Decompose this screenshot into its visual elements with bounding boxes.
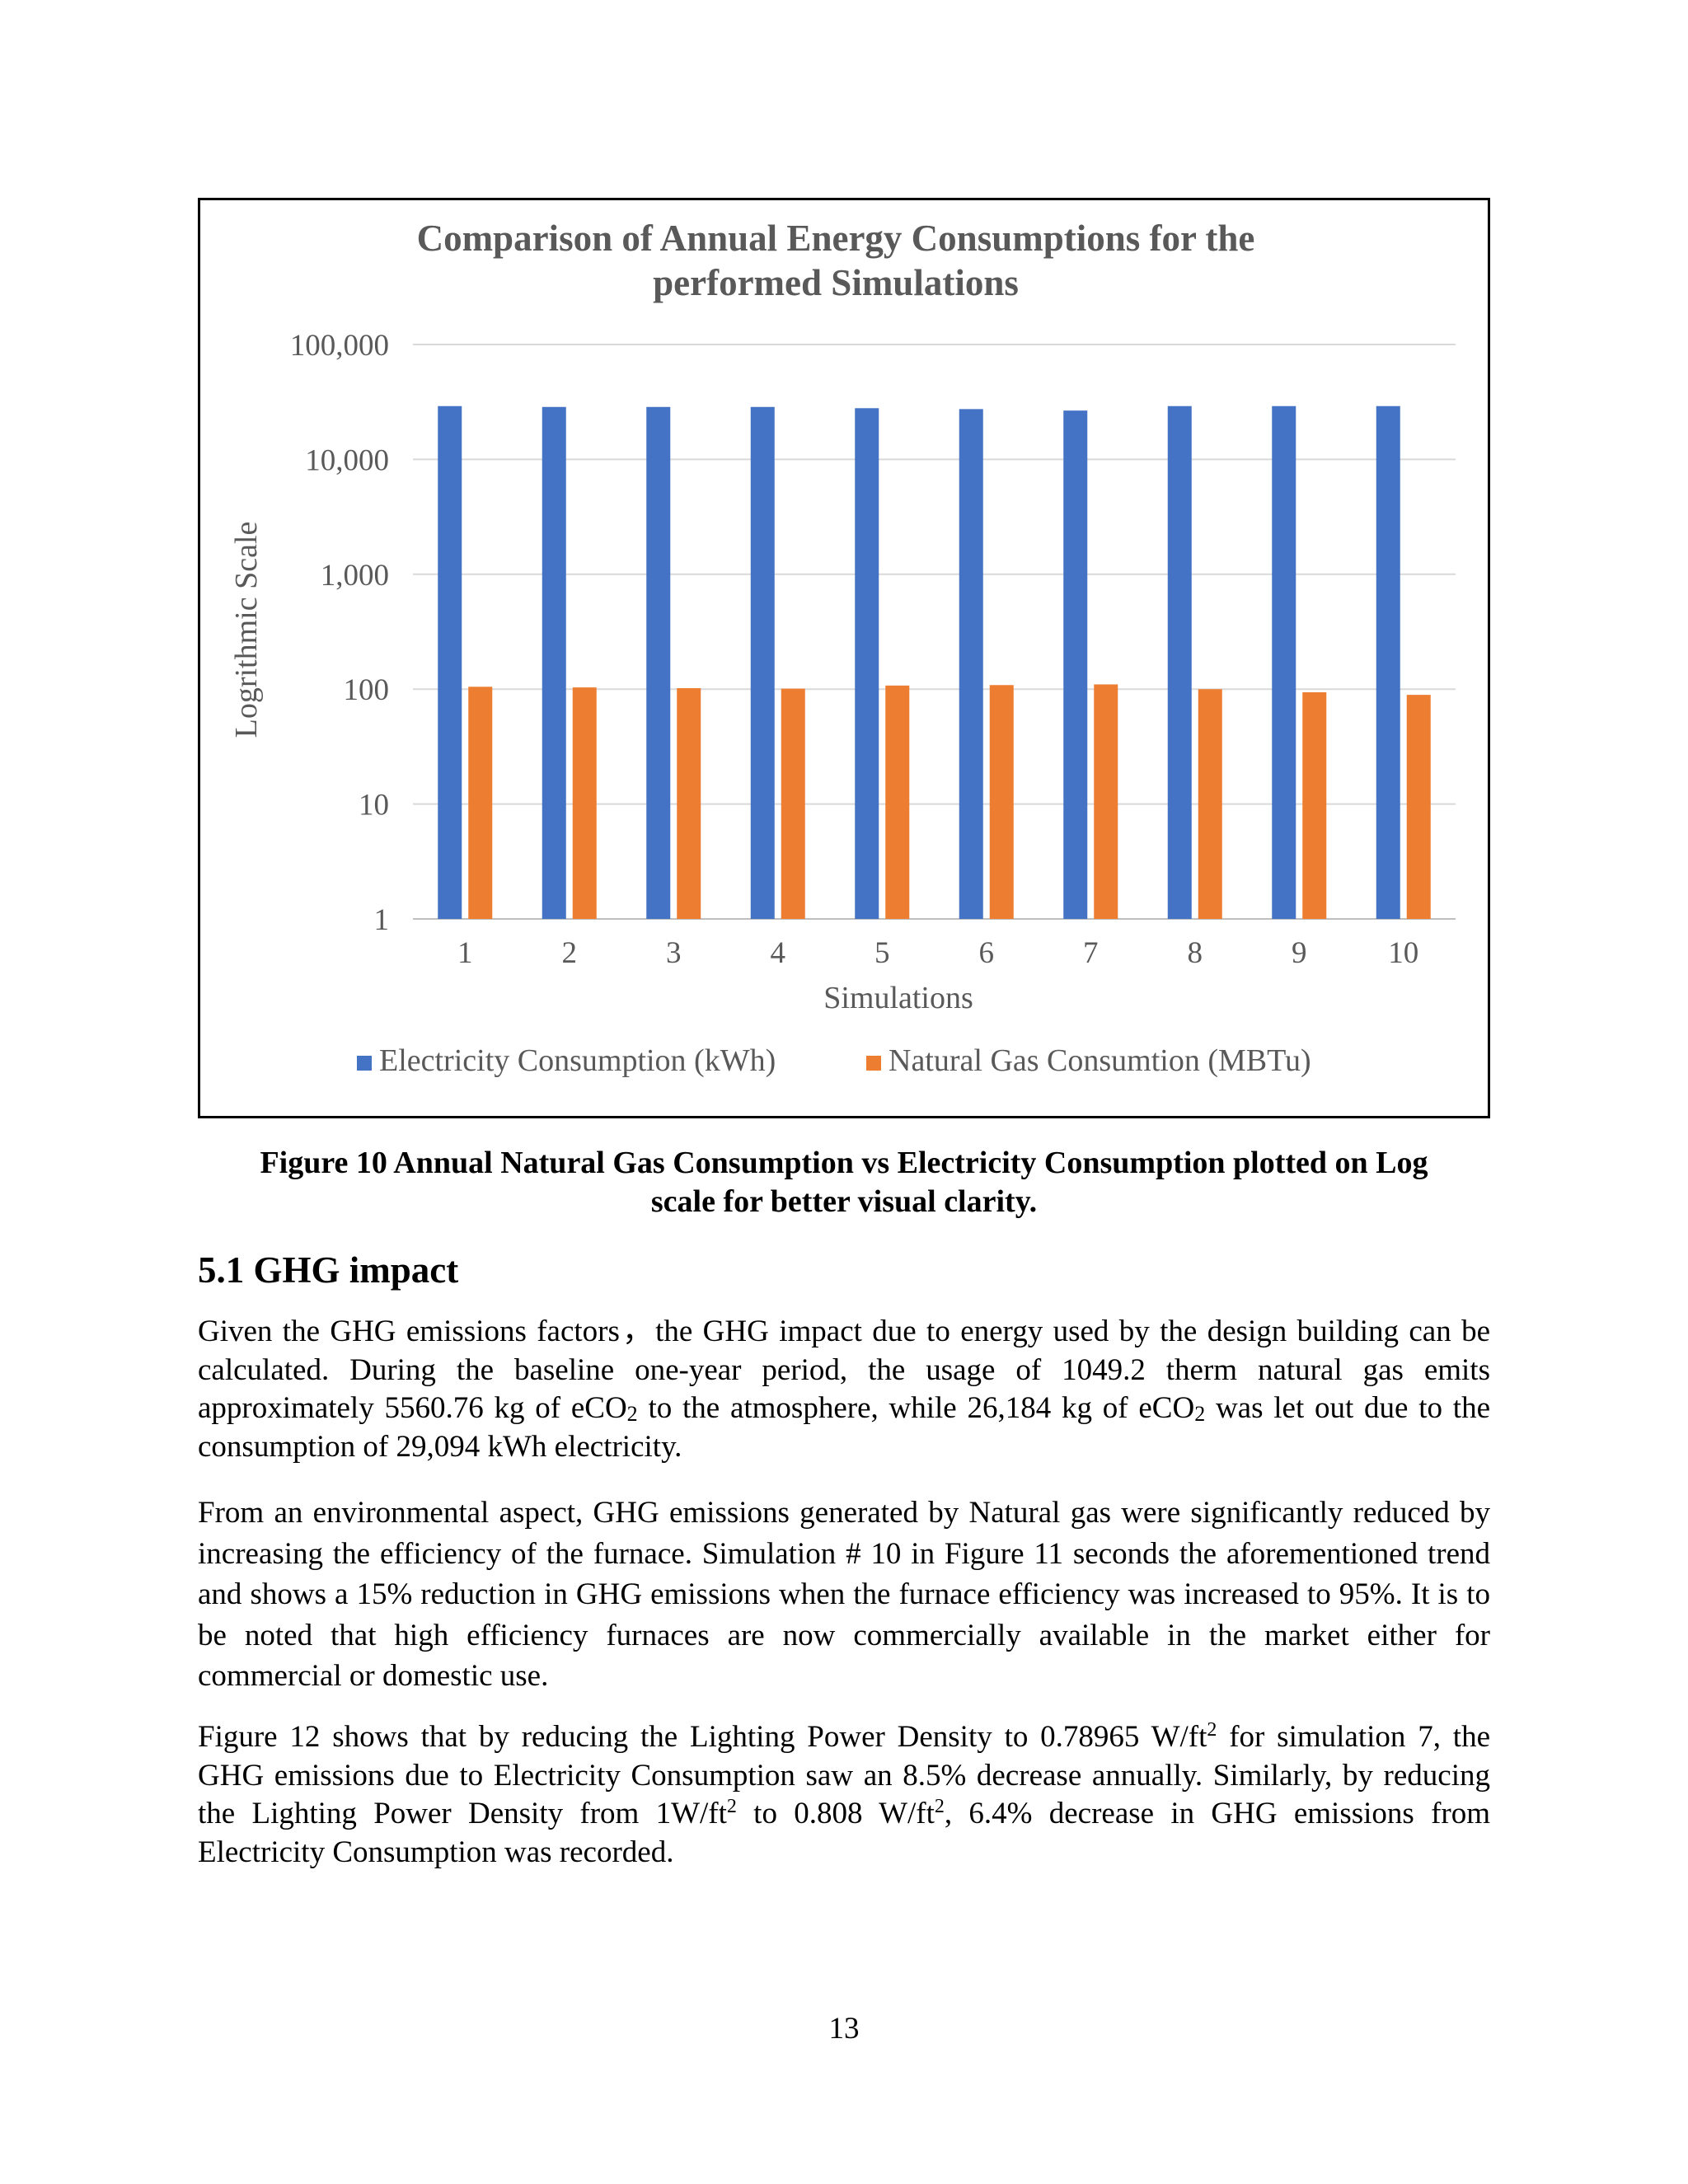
- x-tick-label: 4: [771, 936, 786, 970]
- bar-natural-gas: [1302, 691, 1327, 919]
- bar-natural-gas: [885, 685, 910, 919]
- bar-electricity: [750, 406, 775, 919]
- y-tick-label: 10: [359, 789, 389, 823]
- legend-swatch-electricity: [357, 1056, 372, 1071]
- caption-line-2: scale for better visual clarity.: [650, 1184, 1038, 1219]
- bar-electricity: [1063, 410, 1088, 919]
- bar-electricity: [438, 405, 462, 919]
- x-tick-label: 6: [979, 936, 995, 970]
- y-tick-label: 100: [344, 673, 390, 707]
- caption-line-1: Figure 10 Annual Natural Gas Consumption…: [260, 1146, 1428, 1180]
- y-tick-label: 10,000: [305, 443, 389, 477]
- chart-figure: Comparison of Annual Energy Consumptions…: [198, 198, 1490, 1118]
- x-tick-label: 10: [1388, 936, 1418, 970]
- bar-electricity: [1272, 405, 1296, 919]
- figure-caption: Figure 10 Annual Natural Gas Consumption…: [198, 1144, 1490, 1221]
- bar-natural-gas: [468, 687, 493, 919]
- x-tick-label: 8: [1188, 936, 1203, 970]
- legend-swatch-natural-gas: [866, 1056, 881, 1071]
- bar-natural-gas: [677, 688, 701, 919]
- paragraph-ghg-emissions: Given the GHG emissions factors，the GHG …: [198, 1315, 1490, 1464]
- paragraph-furnace-efficiency: From an environmental aspect, GHG emissi…: [198, 1496, 1490, 1693]
- bar-natural-gas: [572, 687, 597, 919]
- bar-electricity: [542, 406, 566, 919]
- bar-natural-gas: [1094, 684, 1118, 919]
- legend-label-electricity: Electricity Consumption (kWh): [379, 1043, 776, 1078]
- page-number: 13: [828, 2012, 860, 2046]
- bar-electricity: [1167, 405, 1192, 919]
- bar-chart: Comparison of Annual Energy Consumptions…: [229, 218, 1456, 1078]
- bar-natural-gas: [1198, 689, 1222, 919]
- bar-electricity: [646, 406, 671, 919]
- x-tick-label: 3: [666, 936, 682, 970]
- x-tick-label: 9: [1292, 936, 1307, 970]
- y-axis-label: Logrithmic Scale: [229, 522, 264, 738]
- x-axis-label: Simulations: [823, 981, 973, 1015]
- x-tick-label: 7: [1083, 936, 1099, 970]
- y-tick-label: 1,000: [321, 559, 389, 593]
- legend-label-natural-gas: Natural Gas Consumtion (MBTu): [889, 1043, 1311, 1078]
- bar-natural-gas: [781, 688, 805, 919]
- y-tick-label: 100,000: [290, 329, 389, 363]
- x-tick-label: 2: [562, 936, 578, 970]
- y-tick-label: 1: [374, 903, 390, 937]
- bar-electricity: [959, 409, 983, 919]
- paragraph-lighting-power-density: Figure 12 shows that by reducing the Lig…: [198, 1719, 1491, 1869]
- bar-electricity: [855, 408, 879, 919]
- x-tick-label: 5: [874, 936, 890, 970]
- x-tick-label: 1: [457, 936, 473, 970]
- bar-natural-gas: [1406, 695, 1431, 919]
- section-heading: 5.1 GHG impact: [198, 1249, 459, 1291]
- bar-electricity: [1376, 405, 1400, 919]
- bar-natural-gas: [989, 685, 1014, 919]
- chart-title-line-1: Comparison of Annual Energy Consumptions…: [417, 218, 1255, 259]
- chart-title-line-2: performed Simulations: [653, 262, 1019, 303]
